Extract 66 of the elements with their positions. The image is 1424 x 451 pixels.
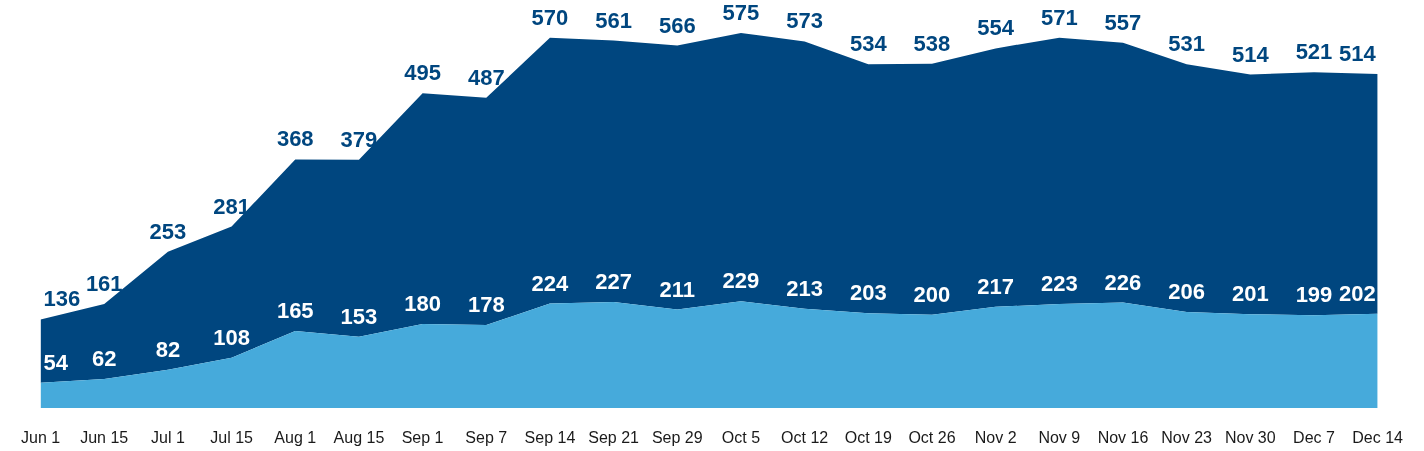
data-label: 199 <box>1295 282 1333 308</box>
data-label: 554 <box>977 15 1015 41</box>
x-tick-label: Oct 5 <box>721 429 761 447</box>
x-tick-label: Nov 9 <box>1038 429 1081 447</box>
x-tick-label: Aug 1 <box>274 429 317 447</box>
data-label: 178 <box>467 292 505 318</box>
data-label: 281 <box>213 193 250 219</box>
data-label: 203 <box>849 280 887 306</box>
x-tick-label: Oct 12 <box>781 429 829 447</box>
data-label: 223 <box>1040 271 1078 297</box>
x-tick-label: Jul 15 <box>210 429 254 447</box>
x-tick-label: Dec 14 <box>1352 429 1404 447</box>
x-tick-label: Oct 26 <box>908 429 956 447</box>
data-label: 224 <box>531 270 570 296</box>
x-tick-label: Jul 1 <box>151 429 185 447</box>
data-label: 566 <box>658 12 696 38</box>
x-tick-label: Jun 1 <box>21 429 61 447</box>
data-label: 153 <box>340 303 378 329</box>
data-label: 200 <box>913 281 951 307</box>
x-tick-label: Nov 2 <box>974 429 1017 447</box>
data-label: 573 <box>786 8 823 34</box>
data-label: 514 <box>1338 41 1377 67</box>
data-label: 202 <box>1338 280 1376 306</box>
x-tick-label: Oct 19 <box>844 429 892 447</box>
data-label: 521 <box>1295 39 1333 65</box>
data-label: 570 <box>531 4 569 30</box>
x-tick-label: Sep 29 <box>651 429 703 447</box>
x-tick-label: Sep 14 <box>524 429 576 447</box>
data-label: 495 <box>404 60 441 86</box>
data-label: 575 <box>722 0 760 26</box>
x-tick-label: Nov 23 <box>1161 429 1213 447</box>
x-tick-label: Nov 30 <box>1224 429 1276 447</box>
x-tick-label: Jun 15 <box>80 429 129 447</box>
data-label: 534 <box>849 31 888 57</box>
data-label: 213 <box>786 275 823 301</box>
data-label: 368 <box>276 126 314 152</box>
data-label: 82 <box>155 336 181 362</box>
data-label: 180 <box>404 291 441 317</box>
data-label: 136 <box>43 286 81 312</box>
data-label: 487 <box>467 64 505 90</box>
x-tick-label: Aug 15 <box>333 429 385 447</box>
data-label: 229 <box>722 268 760 294</box>
data-label: 226 <box>1104 269 1142 295</box>
data-label: 211 <box>659 276 696 302</box>
data-label: 54 <box>43 349 69 375</box>
data-label: 571 <box>1040 4 1078 30</box>
x-tick-label: Sep 7 <box>465 429 508 447</box>
data-label: 379 <box>340 126 378 152</box>
data-label: 538 <box>913 30 951 56</box>
data-label: 201 <box>1231 281 1269 307</box>
data-label: 253 <box>149 218 187 244</box>
data-label: 561 <box>595 7 632 33</box>
x-tick-label: Dec 7 <box>1293 429 1335 447</box>
data-label: 514 <box>1231 41 1270 67</box>
data-label: 165 <box>276 298 314 324</box>
data-label: 206 <box>1168 278 1206 304</box>
data-label: 108 <box>213 324 250 350</box>
x-tick-label: Sep 1 <box>401 429 444 447</box>
data-label: 227 <box>595 269 632 295</box>
data-label: 531 <box>1168 31 1206 57</box>
data-label: 62 <box>92 346 117 372</box>
x-tick-label: Nov 16 <box>1097 429 1149 447</box>
data-label: 161 <box>85 271 123 297</box>
data-label: 217 <box>977 273 1014 299</box>
data-label: 557 <box>1104 9 1142 35</box>
x-tick-label: Sep 21 <box>588 429 640 447</box>
